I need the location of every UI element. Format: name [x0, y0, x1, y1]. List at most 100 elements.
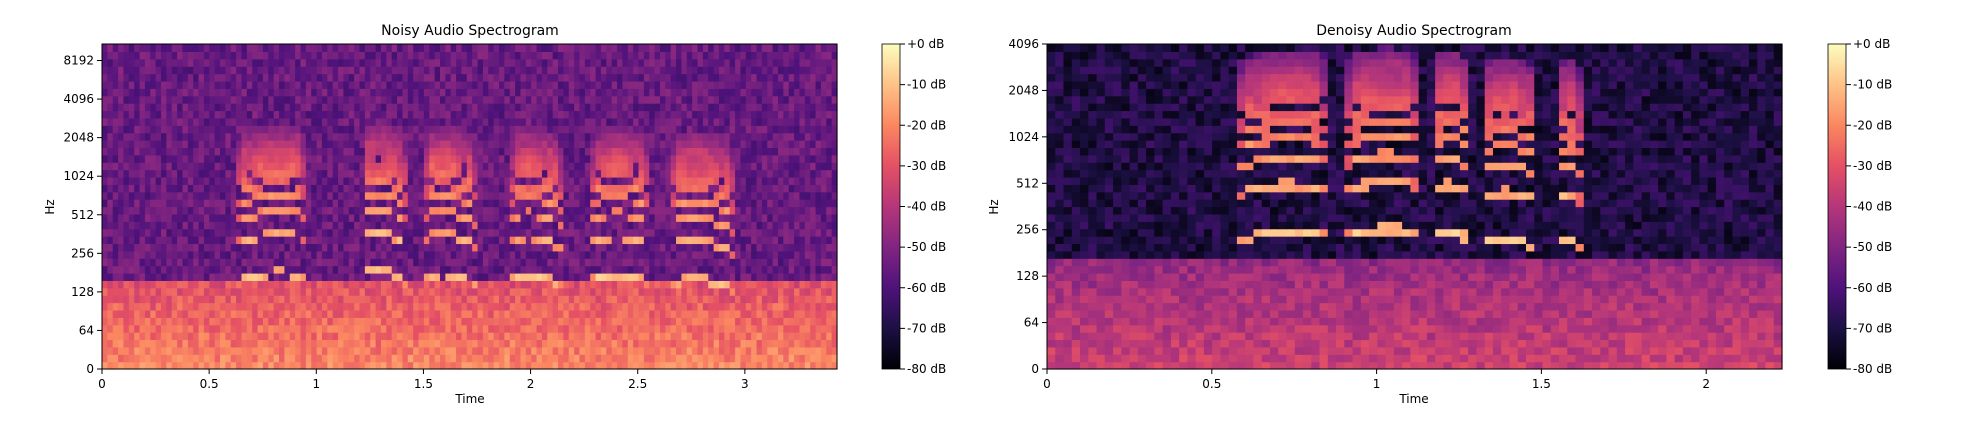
heatmap-cell: [493, 162, 500, 171]
heatmap-cell: [423, 103, 430, 112]
heatmap-cell: [391, 339, 398, 348]
heatmap-cell: [230, 206, 237, 215]
heatmap-cell: [584, 280, 591, 289]
heatmap-cell: [826, 162, 833, 171]
heatmap-cell: [499, 147, 505, 156]
heatmap-cell: [558, 265, 564, 274]
heatmap-cell: [273, 132, 280, 141]
heatmap-cell: [536, 213, 543, 222]
heatmap-cell: [751, 140, 758, 149]
heatmap-cell: [273, 213, 280, 222]
heatmap-cell: [761, 213, 768, 222]
heatmap-cell: [171, 110, 178, 119]
heatmap-cell: [515, 339, 522, 348]
heatmap-cell: [472, 332, 479, 341]
heatmap-cell: [520, 332, 527, 341]
heatmap-cell: [788, 103, 795, 112]
heatmap-cell: [654, 125, 661, 134]
heatmap-cell: [429, 140, 436, 149]
heatmap-cell: [788, 265, 795, 274]
heatmap-cell: [820, 221, 827, 230]
heatmap-cell: [257, 199, 264, 208]
heatmap-cell: [193, 295, 200, 304]
heatmap-cell: [166, 287, 173, 296]
heatmap-cell: [536, 346, 543, 355]
heatmap-cell: [252, 317, 259, 326]
heatmap-cell: [450, 154, 457, 163]
heatmap-cell: [665, 309, 672, 318]
heatmap-cell: [568, 354, 575, 363]
heatmap-cell: [220, 199, 226, 208]
heatmap-cell: [305, 162, 312, 171]
heatmap-cell: [756, 213, 763, 222]
heatmap-cell: [611, 206, 618, 215]
heatmap-cell: [418, 213, 425, 222]
heatmap-cell: [289, 162, 296, 171]
heatmap-cell: [305, 302, 312, 311]
heatmap-cell: [429, 110, 436, 119]
heatmap-cell: [262, 361, 269, 370]
heatmap-cell: [134, 154, 141, 163]
heatmap-cell: [177, 265, 184, 274]
heatmap-cell: [665, 117, 672, 126]
heatmap-cell: [670, 228, 677, 237]
heatmap-cell: [203, 287, 210, 296]
heatmap-cell: [745, 324, 752, 333]
heatmap-cell: [268, 140, 275, 149]
heatmap-cell: [810, 354, 817, 363]
heatmap-cell: [794, 103, 801, 112]
heatmap-cell: [804, 302, 811, 311]
heatmap-cell: [633, 221, 640, 230]
heatmap-cell: [606, 228, 613, 237]
heatmap-cell: [799, 206, 806, 215]
heatmap-cell: [327, 346, 334, 355]
heatmap-cell: [536, 221, 543, 230]
heatmap-cell: [831, 132, 838, 141]
heatmap-cell: [171, 295, 178, 304]
heatmap-cell: [311, 154, 318, 163]
heatmap-cell: [225, 206, 232, 215]
heatmap-cell: [182, 295, 189, 304]
heatmap-cell: [772, 339, 779, 348]
heatmap-cell: [107, 243, 114, 252]
heatmap-cell: [617, 191, 623, 200]
heatmap-cell: [751, 287, 758, 296]
heatmap-cell: [198, 162, 205, 171]
heatmap-cell: [128, 361, 135, 370]
heatmap-cell: [697, 243, 704, 252]
heatmap-cell: [633, 295, 640, 304]
heatmap-cell: [617, 162, 623, 171]
heatmap-cell: [622, 295, 629, 304]
heatmap-cell: [112, 154, 119, 163]
heatmap-cell: [359, 287, 366, 296]
heatmap-cell: [316, 162, 323, 171]
heatmap-cell: [584, 213, 591, 222]
heatmap-cell: [590, 332, 597, 341]
heatmap-cell: [622, 272, 629, 281]
heatmap-cell: [633, 287, 640, 296]
heatmap-cell: [718, 258, 725, 267]
heatmap-cell: [380, 184, 387, 193]
heatmap-cell: [745, 317, 752, 326]
heatmap-cell: [831, 199, 838, 208]
heatmap-cell: [343, 339, 350, 348]
heatmap-cell: [740, 117, 747, 126]
heatmap-cell: [407, 272, 414, 281]
heatmap-cell: [220, 272, 226, 281]
heatmap-cell: [563, 295, 570, 304]
heatmap-cell: [359, 184, 366, 193]
heatmap-cell: [574, 147, 581, 156]
heatmap-cell: [295, 243, 302, 252]
heatmap-cell: [761, 361, 768, 370]
heatmap-cell: [450, 346, 457, 355]
heatmap-cell: [804, 176, 811, 185]
heatmap-cell: [209, 339, 216, 348]
heatmap-cell: [380, 95, 387, 104]
heatmap-cell: [107, 176, 114, 185]
heatmap-cell: [681, 154, 688, 163]
heatmap-cell: [230, 339, 237, 348]
heatmap-cell: [348, 125, 355, 134]
heatmap-cell: [665, 221, 672, 230]
heatmap-cell: [209, 95, 216, 104]
heatmap-cell: [102, 221, 108, 230]
